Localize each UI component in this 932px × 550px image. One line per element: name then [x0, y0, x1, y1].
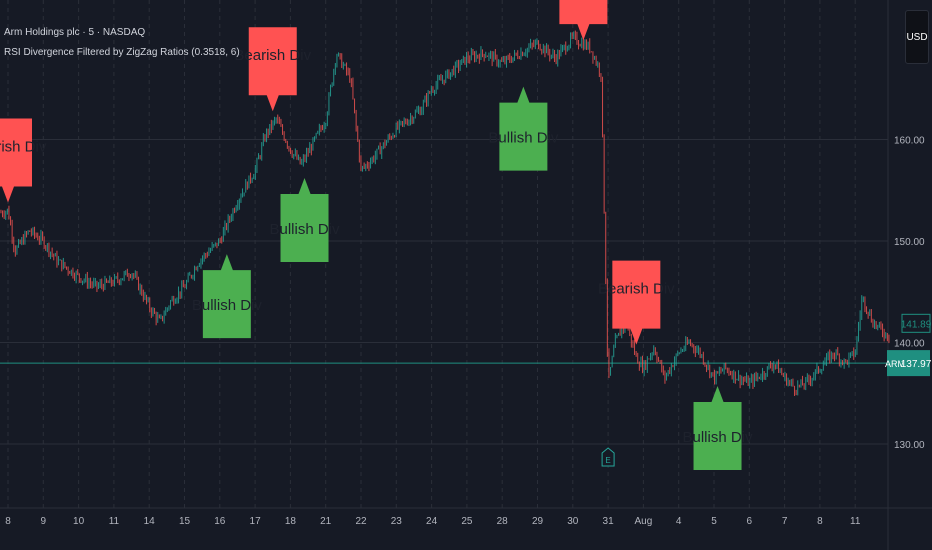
signal-box [612, 260, 661, 345]
x-tick-label: 6 [747, 516, 753, 527]
signal-text: Bullish Div [192, 297, 263, 314]
x-tick-label: 28 [497, 516, 509, 527]
x-tick-label: 29 [532, 516, 544, 527]
x-tick-label: 10 [73, 516, 85, 527]
signal-text: Bullish Div [488, 130, 559, 147]
x-tick-label: 23 [391, 516, 403, 527]
signal-text: Bullish Div [270, 221, 341, 238]
signal-box [202, 254, 251, 339]
y-tick-label: 140.00 [894, 339, 925, 350]
event-marker [601, 447, 615, 467]
prev-close-badge [901, 313, 931, 333]
x-tick-label: 25 [461, 516, 473, 527]
x-tick-label: 4 [676, 516, 682, 527]
x-tick-label: 31 [603, 516, 615, 527]
x-tick-label: 8 [817, 516, 823, 527]
bearish-div-label: Bearish Div [0, 118, 47, 203]
symbol-label: ARM [885, 359, 905, 369]
bearish-div-label: Bearish Div [598, 260, 675, 345]
signal-box [280, 177, 329, 262]
x-tick-label: 5 [711, 516, 717, 527]
prev-close-label: 141.89 [901, 319, 932, 330]
last-price-badge [903, 350, 930, 377]
x-tick-label: 11 [850, 516, 861, 527]
signal-box [499, 86, 548, 171]
x-tick-label: 22 [355, 516, 367, 527]
bearish-div-label: Bearish Div [559, 0, 608, 41]
bullish-div-label: Bullish Div [683, 386, 754, 471]
symbol-title[interactable]: Arm Holdings plc · 5 · NASDAQ [4, 27, 146, 38]
x-tick-label: Aug [635, 516, 653, 527]
signal-box [693, 386, 742, 471]
bullish-div-label: Bullish Div [270, 177, 341, 262]
x-tick-label: 15 [179, 516, 191, 527]
x-tick-label: 17 [250, 516, 262, 527]
x-tick-label: 30 [567, 516, 579, 527]
x-tick-label: 24 [426, 516, 438, 527]
y-tick-label: 160.00 [894, 136, 925, 147]
x-tick-label: 9 [41, 516, 47, 527]
signal-box [248, 27, 297, 112]
bearish-div-label: Bearish Div [234, 27, 312, 112]
signal-text: Bearish Div [0, 139, 47, 156]
candles-group [0, 30, 890, 396]
y-tick-label: 130.00 [894, 440, 925, 451]
x-tick-label: 7 [782, 516, 788, 527]
signal-text: Bullish Div [683, 429, 754, 446]
event-marker-label: E [605, 456, 610, 465]
bullish-div-label: Bullish Div [192, 254, 263, 339]
x-tick-label: 16 [214, 516, 226, 527]
symbol-badge [887, 350, 903, 377]
y-tick-label: 150.00 [894, 237, 925, 248]
x-tick-label: 8 [5, 516, 11, 527]
signal-text: Bearish Div [598, 281, 675, 298]
signal-text: Bearish Div [234, 47, 311, 64]
signal-box [0, 118, 32, 203]
currency-button[interactable]: USD [905, 10, 929, 64]
x-tick-label: 18 [285, 516, 297, 527]
signal-box [559, 0, 608, 41]
bullish-div-label: Bullish Div [488, 86, 559, 171]
indicator-title[interactable]: RSI Divergence Filtered by ZigZag Ratios… [4, 47, 240, 58]
x-tick-label: 11 [109, 516, 120, 527]
x-tick-label: 14 [144, 516, 156, 527]
x-tick-label: 21 [320, 516, 332, 527]
last-price-label: 137.97 [901, 359, 932, 370]
